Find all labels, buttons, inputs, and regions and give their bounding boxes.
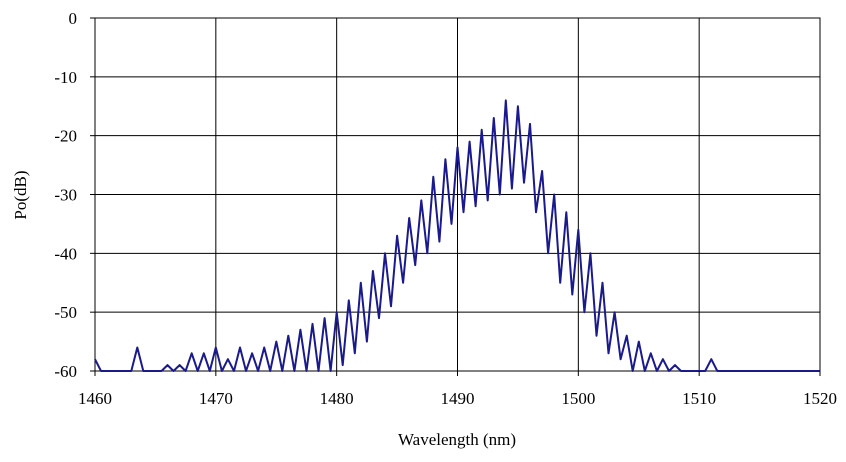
x-tick-label: 1470 (199, 389, 233, 408)
y-tick-label: -40 (54, 244, 77, 263)
grid-lines (95, 18, 820, 371)
y-tick-label: 0 (69, 9, 78, 28)
x-tick-label: 1510 (682, 389, 716, 408)
y-axis-title: Po(dB) (11, 170, 30, 219)
x-tick-label: 1500 (561, 389, 595, 408)
y-tick-label: -60 (54, 362, 77, 381)
x-axis-ticks: 1460 1470 1480 1490 1500 1510 1520 (78, 371, 837, 408)
y-tick-label: -50 (54, 303, 77, 322)
x-tick-label: 1520 (803, 389, 837, 408)
x-tick-label: 1460 (78, 389, 112, 408)
x-axis-title: Wavelength (nm) (398, 430, 516, 449)
y-tick-label: -20 (54, 127, 77, 146)
y-axis-ticks: 0 -10 -20 -30 -40 -50 -60 (54, 9, 95, 381)
x-tick-label: 1490 (441, 389, 475, 408)
x-tick-label: 1480 (320, 389, 354, 408)
y-tick-label: -10 (54, 68, 77, 87)
y-tick-label: -30 (54, 186, 77, 205)
